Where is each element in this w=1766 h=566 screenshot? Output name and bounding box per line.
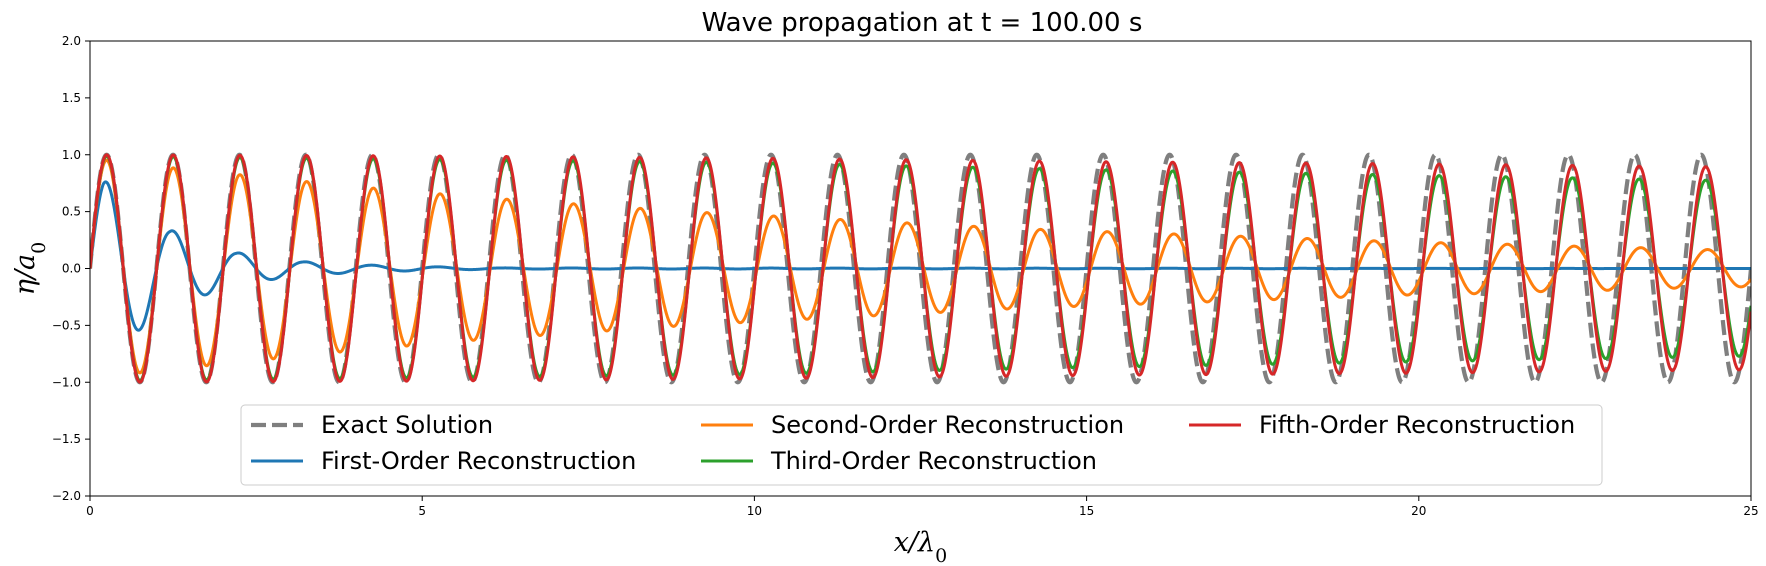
legend-label: Third-Order Reconstruction [770, 447, 1097, 475]
x-tick-label: 20 [1411, 504, 1426, 518]
y-tick-label: 1.5 [62, 91, 81, 105]
legend-label: First-Order Reconstruction [321, 447, 636, 475]
legend-box [240, 404, 1603, 486]
series-line-1 [90, 152, 1751, 385]
series-line-5 [90, 153, 1751, 384]
legend-label: Second-Order Reconstruction [771, 411, 1124, 439]
y-tick-label: 2.0 [62, 34, 81, 48]
y-tick-label: 1.0 [62, 148, 81, 162]
x-tick-label: 5 [418, 504, 426, 518]
y-tick-label: −0.5 [52, 318, 81, 332]
x-tick-label: 0 [86, 504, 94, 518]
y-axis-label: η/a0 [10, 242, 50, 295]
series-line-2 [90, 180, 1751, 332]
legend-label: Exact Solution [321, 411, 493, 439]
x-axis-label: x/λ0 [894, 527, 948, 566]
x-tick-label: 25 [1743, 504, 1758, 518]
chart-title: Wave propagation at t = 100.00 s [702, 8, 1143, 38]
legend-label: Fifth-Order Reconstruction [1259, 411, 1575, 439]
y-tick-label: −2.0 [52, 489, 81, 503]
y-tick-label: −1.5 [52, 432, 81, 446]
y-tick-label: −1.0 [52, 375, 81, 389]
y-tick-label: 0.0 [62, 262, 81, 276]
y-tick-label: 0.5 [62, 205, 81, 219]
x-tick-label: 15 [1079, 504, 1094, 518]
series-lines [90, 152, 1751, 385]
x-tick-label: 10 [747, 504, 762, 518]
